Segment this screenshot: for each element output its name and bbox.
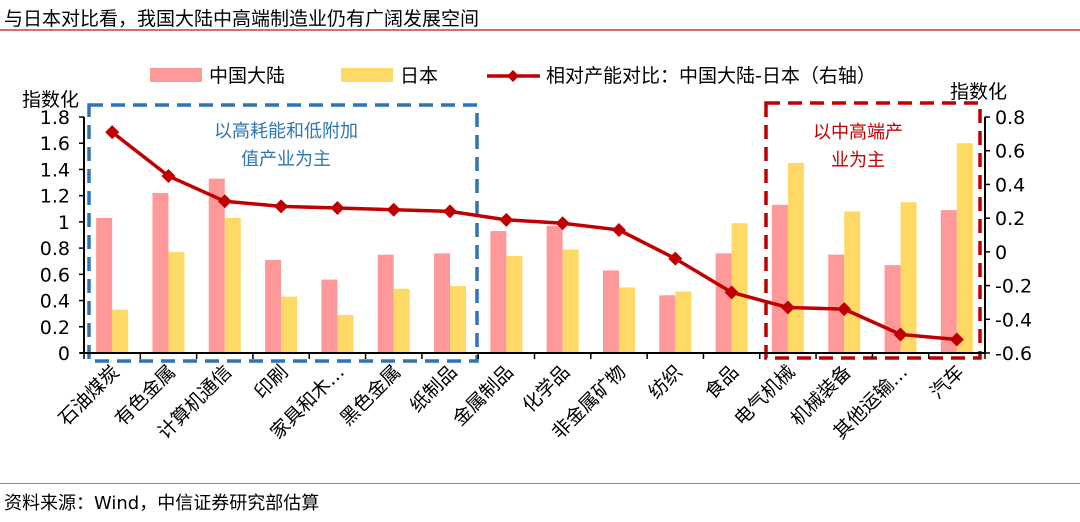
bar-japan	[224, 217, 241, 353]
y-left-tick-label: 1.8	[40, 107, 70, 129]
x-category-label: 纺织	[644, 361, 686, 403]
annotation-text-high-end: 业为主	[831, 150, 885, 171]
y-right-tick-label: 0.4	[995, 174, 1025, 196]
line-point-marker	[443, 204, 458, 219]
title-divider	[0, 29, 1080, 31]
bar-japan	[562, 249, 579, 353]
bar-china	[152, 193, 169, 353]
line-point-marker	[611, 222, 626, 237]
annotation-text-high-end: 以中高端产	[813, 122, 903, 143]
bar-china	[828, 254, 845, 353]
bar-japan	[112, 309, 129, 353]
line-point-marker	[274, 199, 289, 214]
bar-japan	[450, 286, 467, 353]
y-left-axis-label: 指数化	[22, 89, 79, 111]
bar-china	[715, 253, 732, 353]
line-point-marker	[724, 285, 739, 300]
y-left-tick-label: 1.4	[40, 159, 70, 181]
source-note: 资料来源：Wind，中信证券研究部估算	[4, 493, 320, 514]
bar-china	[377, 254, 394, 353]
bar-japan	[787, 162, 804, 353]
bar-japan	[956, 143, 973, 353]
line-point-marker	[555, 216, 570, 231]
bar-china	[321, 279, 338, 353]
bar-japan	[393, 288, 410, 353]
x-category-label: 电气机械	[730, 361, 799, 430]
footer-divider	[0, 483, 1080, 484]
bar-japan	[675, 291, 692, 353]
y-left-tick-label: 0	[58, 343, 70, 365]
bar-china	[490, 231, 507, 353]
x-category-label: 印刷	[250, 361, 292, 403]
legend-label-japan: 日本	[400, 65, 438, 87]
y-left-tick-label: 1.2	[40, 186, 70, 208]
bar-china	[659, 295, 676, 353]
legend-marker-diamond	[507, 70, 519, 82]
line-point-marker	[105, 125, 120, 140]
line-point-marker	[837, 302, 852, 317]
line-point-marker	[499, 212, 514, 227]
bar-japan	[731, 223, 748, 353]
line-point-marker	[893, 327, 908, 342]
bar-japan	[168, 252, 185, 353]
y-right-axis-label: 指数化	[950, 81, 1007, 103]
y-right-tick-label: -0.4	[995, 309, 1032, 331]
bar-china	[434, 253, 451, 353]
line-point-marker	[386, 202, 401, 217]
bar-japan	[281, 296, 298, 353]
y-left-tick-label: 0.4	[40, 291, 70, 313]
x-category-label: 化学品	[518, 361, 574, 417]
y-left-tick-label: 1	[58, 212, 70, 234]
y-right-tick-label: -0.2	[995, 276, 1032, 298]
bar-china	[96, 217, 113, 353]
annotation-box-low-end	[87, 103, 479, 363]
bar-china	[265, 259, 282, 353]
x-category-label: 金属制品	[449, 361, 518, 430]
legend-swatch-japan	[341, 68, 393, 82]
y-left-tick-label: 0.6	[40, 264, 70, 286]
x-category-label: 石油煤炭	[54, 361, 123, 430]
x-category-label: 纸制品	[406, 361, 462, 417]
x-category-label: 汽车	[926, 361, 968, 403]
y-right-tick-label: 0	[995, 242, 1007, 264]
page-title: 与日本对比看，我国大陆中高端制造业仍有广阔发展空间	[4, 8, 480, 30]
bar-china	[208, 178, 225, 353]
line-point-marker	[217, 194, 232, 209]
y-left-tick-label: 1.6	[40, 133, 70, 155]
y-right-tick-label: 0.6	[995, 141, 1025, 163]
y-right-tick-label: 0.2	[995, 208, 1025, 230]
x-category-label: 黑色金属	[336, 361, 405, 430]
line-point-marker	[161, 169, 176, 183]
bar-japan	[337, 314, 354, 353]
y-left-tick-label: 0.8	[40, 238, 70, 260]
bar-china	[602, 270, 619, 353]
bar-japan	[506, 255, 523, 353]
line-point-marker	[949, 332, 964, 347]
bar-china	[940, 210, 957, 353]
bar-china	[546, 225, 563, 353]
bar-japan	[618, 287, 635, 353]
annotation-text-low-end: 以高耗能和低附加	[214, 121, 358, 142]
legend-label-china: 中国大陆	[209, 65, 285, 87]
line-point-marker	[668, 251, 683, 266]
line-point-marker	[780, 300, 795, 315]
bar-china	[884, 265, 901, 353]
line-point-marker	[330, 201, 345, 216]
bar-japan	[900, 202, 917, 353]
legend-swatch-china	[150, 68, 202, 82]
bar-china	[771, 204, 788, 353]
x-category-label: 食品	[701, 361, 743, 403]
bar-japan	[844, 211, 861, 353]
y-right-tick-label: 0.8	[995, 107, 1025, 129]
y-left-tick-label: 0.2	[40, 317, 70, 339]
annotation-text-low-end: 值产业为主	[241, 149, 331, 170]
legend-label-relative: 相对产能对比：中国大陆-日本（右轴）	[546, 65, 876, 87]
line-relative-capacity	[111, 130, 958, 342]
y-right-tick-label: -0.6	[995, 343, 1032, 365]
